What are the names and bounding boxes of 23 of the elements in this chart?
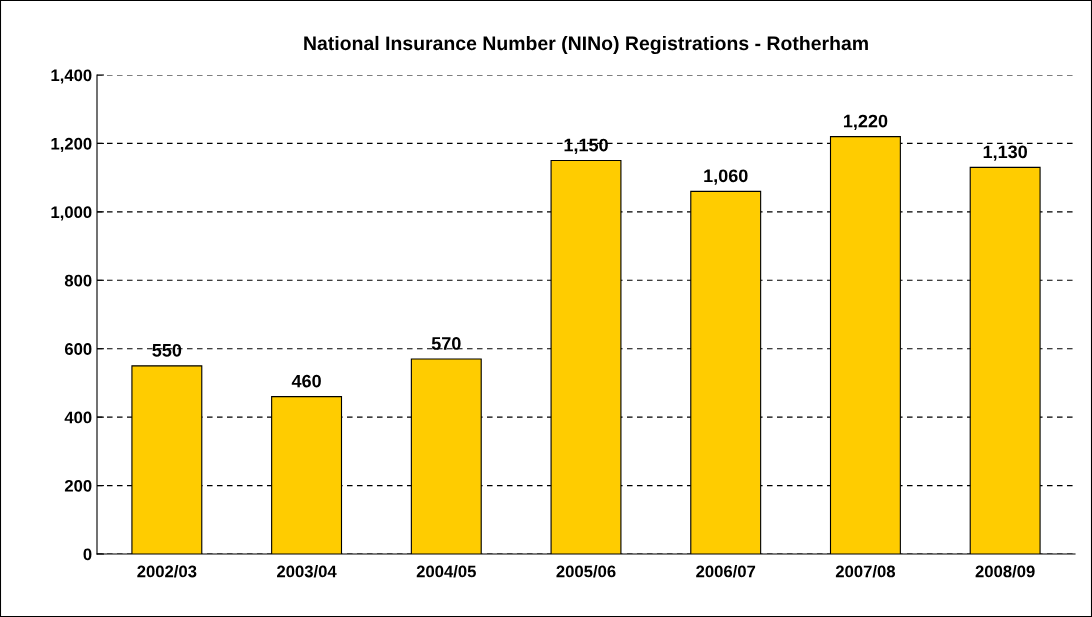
data-label: 1,150 [564, 138, 608, 155]
chart-title: National Insurance Number (NINo) Registrations - Rotherham [304, 35, 868, 55]
x-tick-label: 2007/08 [835, 565, 896, 578]
x-tick-label: 2005/06 [556, 565, 616, 578]
y-tick-label: 1,200 [51, 137, 92, 153]
x-tick-label: 2002/03 [137, 565, 197, 578]
data-label: 1,130 [983, 145, 1027, 161]
y-tick-label: 1,000 [51, 206, 92, 221]
y-tick-label: 800 [64, 274, 92, 287]
x-tick-label: 2003/04 [277, 565, 337, 578]
y-tick-label: 400 [64, 411, 92, 424]
y-tick-label: 200 [64, 479, 92, 492]
x-tick-label: 2008/09 [975, 565, 1035, 578]
y-tick-label: 1,400 [51, 69, 92, 84]
data-label: 1,060 [704, 169, 748, 185]
data-label: 1,220 [843, 114, 888, 131]
data-label: 460 [291, 374, 321, 388]
x-tick-label: 2004/05 [416, 565, 476, 578]
x-tick-label: 2006/07 [696, 565, 756, 578]
data-label: 570 [431, 337, 461, 350]
y-tick-label: 0 [83, 548, 92, 561]
y-tick-label: 600 [64, 343, 92, 355]
data-label: 550 [152, 343, 182, 357]
